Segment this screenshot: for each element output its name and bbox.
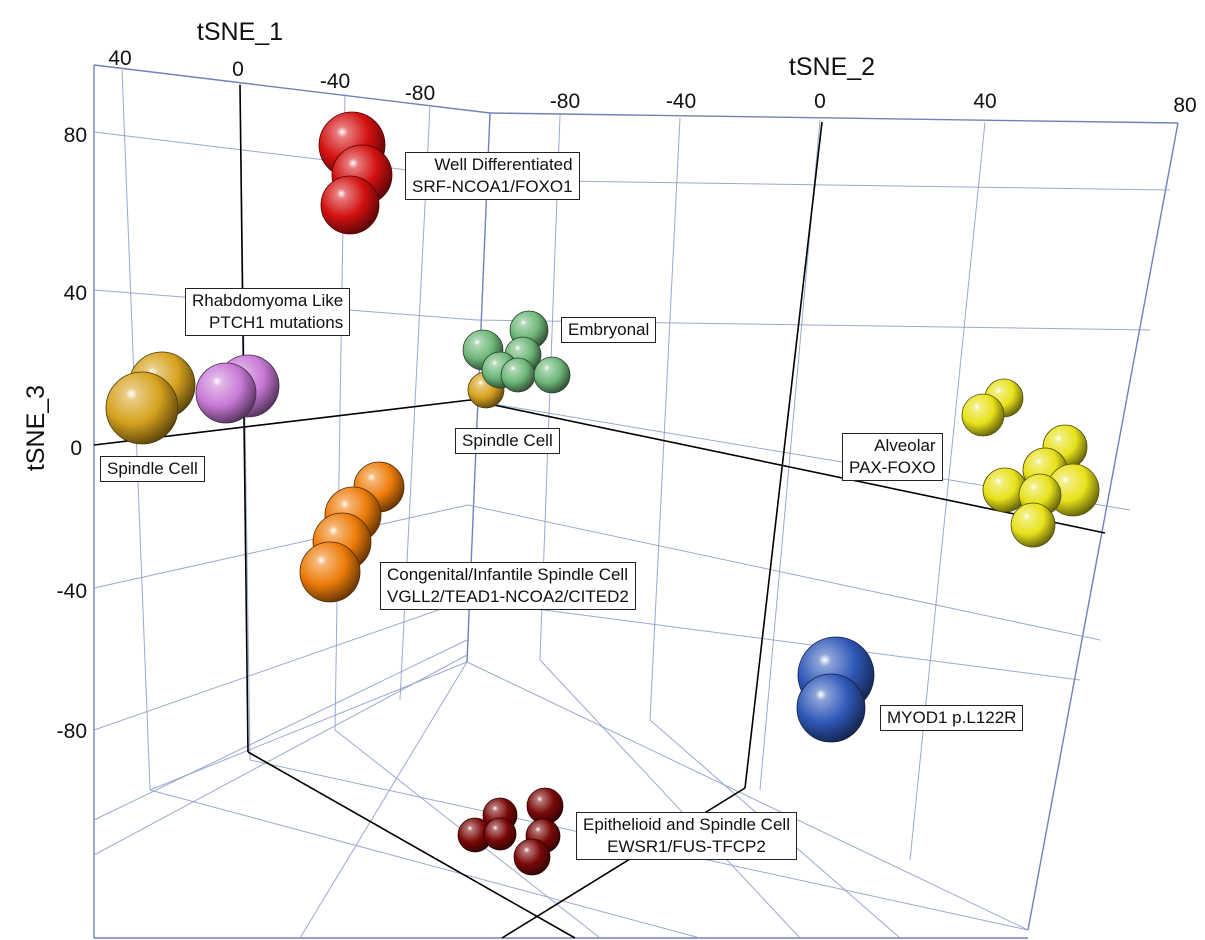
point-embryonal bbox=[500, 357, 536, 393]
grid-line bbox=[93, 599, 468, 731]
y-axis-title: tSNE_2 bbox=[789, 53, 875, 81]
z-tick-label: -80 bbox=[57, 720, 87, 743]
label-rhabdomyoma-like: Rhabdomyoma Like PTCH1 mutations bbox=[185, 288, 351, 336]
grid-line bbox=[299, 661, 468, 939]
label-line: PTCH1 mutations bbox=[209, 313, 344, 332]
point-epithelioid-spindle bbox=[483, 817, 517, 851]
axis-lines bbox=[93, 84, 1106, 939]
data-points bbox=[105, 111, 1100, 876]
frame-edge bbox=[93, 64, 491, 114]
axis-titles: tSNE_1 tSNE_2 tSNE_3 bbox=[22, 18, 875, 471]
point-alveolar bbox=[961, 393, 1005, 437]
label-line: VGLL2/TEAD1-NCOA2/CITED2 bbox=[387, 587, 629, 606]
grid-line bbox=[489, 179, 1171, 191]
y-tick-label: -80 bbox=[550, 90, 580, 113]
grid-line bbox=[909, 121, 986, 861]
point-myod1 bbox=[796, 673, 866, 743]
z-tick-label: 0 bbox=[70, 437, 82, 460]
label-well-differentiated: Well Differentiated SRF-NCOA1/FOXO1 bbox=[405, 152, 580, 200]
grid-line bbox=[149, 789, 701, 939]
axis-zero-line bbox=[744, 121, 823, 789]
label-line: EWSR1/FUS-TFCP2 bbox=[607, 837, 766, 856]
frame-edge bbox=[489, 112, 1179, 124]
point-epithelioid-spindle bbox=[526, 787, 564, 825]
z-tick-label: 80 bbox=[64, 124, 87, 147]
x-axis-title: tSNE_1 bbox=[197, 18, 283, 46]
x-tick-label: 0 bbox=[232, 58, 244, 81]
label-line: SRF-NCOA1/FOXO1 bbox=[412, 177, 573, 196]
point-congenital-infantile bbox=[299, 541, 361, 603]
label-line: Rhabdomyoma Like bbox=[192, 291, 344, 310]
grid-line bbox=[149, 661, 468, 791]
tick-labels: 40 0 -40 -80 -80 -40 0 40 80 80 40 0 -40 -80 bbox=[57, 47, 1197, 743]
label-line: Alveolar bbox=[874, 436, 936, 455]
grid-line bbox=[466, 661, 1029, 931]
axis-zero-line bbox=[239, 84, 249, 753]
label-spindle-cell-left: Spindle Cell bbox=[100, 456, 205, 482]
grid-line bbox=[539, 659, 801, 939]
label-line: MYOD1 p.L122R bbox=[887, 708, 1017, 727]
x-tick-label: 40 bbox=[108, 47, 131, 70]
y-tick-label: -40 bbox=[666, 90, 696, 113]
label-line: Spindle Cell bbox=[462, 431, 553, 450]
frame-edge bbox=[1027, 122, 1179, 931]
point-alveolar bbox=[1010, 502, 1056, 548]
grid-line bbox=[93, 654, 468, 856]
point-embryonal bbox=[533, 356, 571, 394]
label-line: Congenital/Infantile Spindle Cell bbox=[387, 565, 628, 584]
label-congenital-infantile: Congenital/Infantile Spindle Cell VGLL2/… bbox=[380, 562, 636, 610]
y-tick-label: 40 bbox=[973, 90, 996, 113]
x-tick-label: -40 bbox=[320, 70, 350, 93]
point-epithelioid-spindle bbox=[513, 838, 551, 876]
label-line: PAX-FOXO bbox=[849, 458, 936, 477]
grid-line bbox=[649, 117, 681, 721]
label-spindle-cell-center: Spindle Cell bbox=[455, 428, 560, 454]
axis-zero-line bbox=[247, 751, 576, 939]
point-rhabdomyoma-like bbox=[195, 362, 257, 424]
label-line: Embryonal bbox=[568, 320, 650, 339]
grid-line bbox=[467, 504, 1101, 641]
y-tick-label: 80 bbox=[1173, 94, 1196, 117]
label-line: Epithelioid and Spindle Cell bbox=[583, 815, 790, 834]
grid-line bbox=[93, 504, 469, 589]
y-tick-label: 0 bbox=[814, 90, 826, 113]
z-tick-label: -40 bbox=[57, 580, 87, 603]
z-axis-title: tSNE_3 bbox=[22, 385, 50, 471]
point-well-differentiated bbox=[320, 175, 380, 235]
label-line: Spindle Cell bbox=[107, 459, 198, 478]
z-tick-label: 40 bbox=[64, 282, 87, 305]
x-tick-label: -80 bbox=[405, 82, 435, 105]
label-myod1: MYOD1 p.L122R bbox=[880, 705, 1024, 731]
label-embryonal: Embryonal bbox=[561, 317, 657, 343]
grid-line bbox=[93, 639, 468, 821]
label-alveolar: Alveolar PAX-FOXO bbox=[842, 433, 943, 481]
label-epithelioid-spindle: Epithelioid and Spindle Cell EWSR1/FUS-T… bbox=[576, 812, 797, 860]
point-spindle-cell bbox=[105, 371, 179, 445]
label-line: Well Differentiated bbox=[434, 155, 573, 174]
